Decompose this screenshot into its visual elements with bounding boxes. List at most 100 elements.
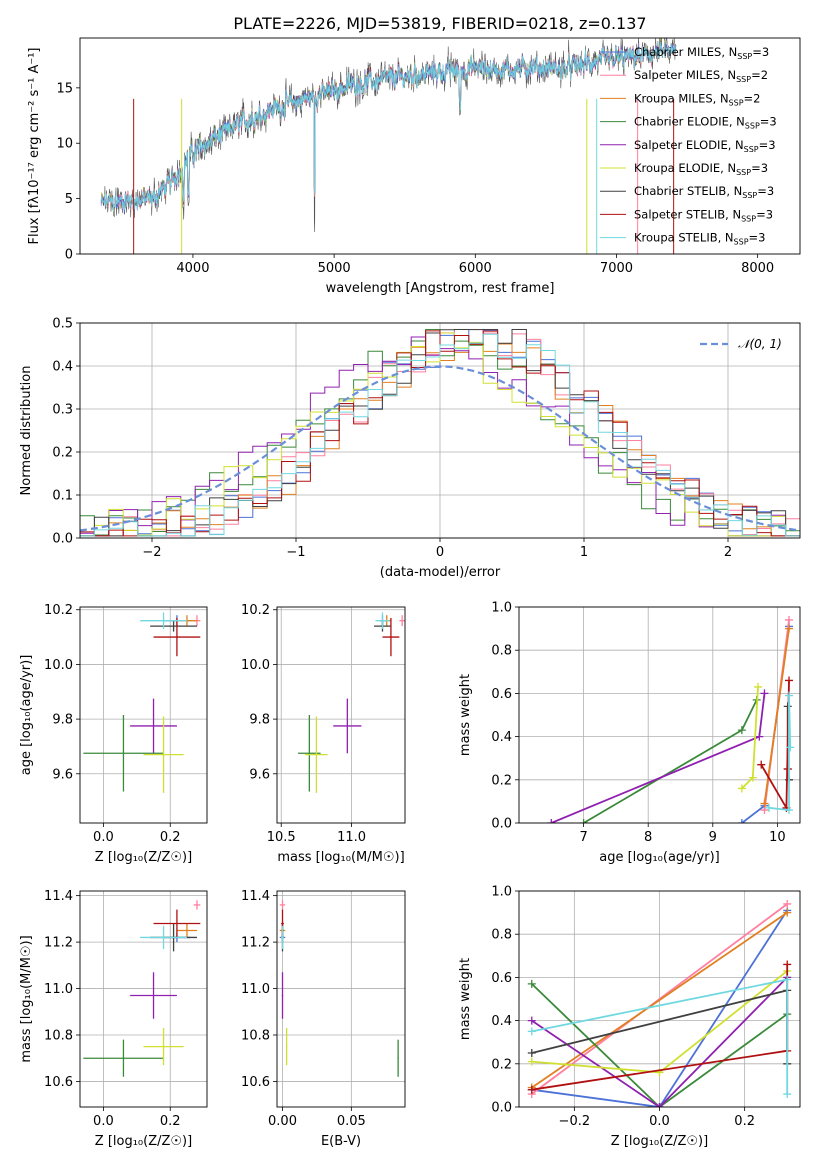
weight-line-krou_miles (763, 628, 790, 804)
x-tick-label: 9 (709, 830, 717, 845)
weight-marker-salp_elodie (527, 1016, 536, 1025)
y-tick-label: 10.2 (44, 603, 73, 618)
panel-massweight_vs_Z: −0.2 0.0 0.2 0.0 0.2 0.4 0.6 0.8 1.0 Z [log₁₀(Z/Z… (458, 885, 801, 1149)
y-tick-label: 11.4 (44, 889, 73, 904)
y-tick-label: 10.8 (44, 1029, 73, 1044)
x-axis-label: E(B-V) (321, 1134, 361, 1149)
weight-line-salp_stelib (760, 680, 790, 812)
x-tick-label: 0.00 (268, 1114, 297, 1129)
y-tick-label: 9.8 (52, 713, 73, 728)
weight-marker-chab_elodie (737, 726, 746, 735)
plot-area-residuals (80, 329, 800, 538)
axes-frame (518, 606, 801, 824)
axes-frame (79, 322, 801, 539)
y-tick-label: 10.0 (241, 658, 270, 673)
y-tick-label: 9.6 (52, 767, 73, 782)
y-tick-label: 11.2 (241, 936, 270, 951)
y-tick-label: 11.0 (241, 982, 270, 997)
x-tick-label: 0.2 (160, 830, 181, 845)
legend-label: Chabrier ELODIE, NSSP=3 (634, 115, 777, 131)
weight-marker-krou_stelib (785, 806, 794, 815)
x-tick-label: 2 (724, 545, 732, 560)
y-tick-label: 1.0 (491, 885, 512, 900)
x-axis-label: mass [log₁₀(M/M☉)] (277, 850, 404, 865)
y-tick-label: 10.2 (241, 603, 270, 618)
y-tick-label: 0.8 (491, 644, 512, 659)
panel-massweight_vs_age: 7 8 9 10 0.0 0.2 0.4 0.6 0.8 1.0 age [log₁₀(age/yr… (458, 601, 801, 865)
weight-marker-krou_miles (783, 908, 792, 917)
weight-line-salp_elodie (531, 976, 788, 1107)
x-tick-label: 7000 (600, 261, 633, 276)
normal-curve (80, 365, 800, 532)
weight-marker-krou_miles (785, 624, 794, 633)
y-tick-label: 15 (56, 81, 73, 96)
plot-area-massweight_vs_age (547, 615, 795, 823)
x-axis-label: wavelength [Angstrom, rest frame] (326, 281, 555, 296)
weight-marker-salp_stelib (783, 960, 792, 969)
x-tick-label: 8 (644, 830, 652, 845)
y-tick-label: 0.6 (491, 971, 512, 986)
panel-spectrum: 4000 5000 6000 7000 8000 0 5 10 15 wavelength [An… (27, 37, 801, 296)
x-tick-label: 7 (579, 830, 587, 845)
weight-marker-salp_elodie (755, 732, 764, 741)
weight-line-krou_stelib (768, 695, 792, 811)
legend-label: Kroupa STELIB, NSSP=3 (634, 231, 765, 247)
x-axis-label: Z [log₁₀(Z/Z☉)] (611, 1134, 708, 1149)
weight-marker-chab_stelib (527, 1049, 536, 1057)
plot-area-mass_vs_ebv (279, 900, 399, 1077)
panel-residuals: −2 −1 0 1 2 0.0 0.1 0.2 0.3 0.4 0.5 (data-model)/er… (19, 317, 801, 580)
weight-marker-krou_elodie (754, 682, 763, 691)
x-axis-label: (data-model)/error (380, 565, 501, 580)
y-tick-label: 9.6 (249, 767, 270, 782)
legend-label: Kroupa ELODIE, NSSP=3 (634, 161, 768, 177)
x-axis-label: Z [log₁₀(Z/Z☉)] (95, 1134, 192, 1149)
y-axis-label: Normed distribution (19, 366, 34, 496)
y-tick-label: 11.0 (44, 982, 73, 997)
x-tick-label: 0.0 (649, 1114, 670, 1129)
panel-age_vs_Z: 0.0 0.2 9.6 9.8 10.0 10.2 Z [log₁₀(Z/Z☉)] age [… (19, 603, 208, 865)
legend-label: Salpeter MILES, NSSP=2 (634, 68, 768, 84)
weight-marker-chab_elodie (527, 979, 536, 988)
y-tick-label: 0.0 (52, 532, 73, 547)
y-tick-label: 0.0 (491, 1101, 512, 1116)
y-axis-label: mass [log₁₀(M/M☉)] (19, 935, 34, 1062)
y-axis-label: mass weight (458, 958, 473, 1040)
x-tick-label: 5000 (318, 261, 351, 276)
legend-normal-label: 𝒩(0, 1) (738, 337, 782, 351)
y-tick-label: 1.0 (491, 601, 512, 616)
x-tick-label: 10 (769, 830, 786, 845)
x-tick-label: 0.2 (160, 1114, 181, 1129)
weight-marker-salp_elodie (547, 819, 556, 823)
weight-marker-salp_stelib (785, 676, 794, 685)
x-tick-label: −1 (286, 545, 305, 560)
panel-mass_vs_Z: 0.0 0.2 10.6 10.8 11.0 11.2 11.4 Z [log₁₀(Z/Z☉)… (19, 889, 208, 1149)
figure-title: PLATE=2226, MJD=53819, FIBERID=0218, z=0… (233, 14, 646, 33)
weight-marker-krou_elodie (748, 773, 757, 782)
histogram-krou_stelib (80, 333, 800, 538)
y-axis-label: mass weight (458, 674, 473, 756)
y-tick-label: 0.8 (491, 928, 512, 943)
x-tick-label: 0.05 (337, 1114, 366, 1129)
weight-line-chab_elodie (583, 699, 758, 823)
y-tick-label: 0.2 (52, 446, 73, 461)
weight-marker-salp_stelib (757, 760, 766, 769)
legend-label: Chabrier MILES, NSSP=3 (634, 45, 769, 61)
y-tick-label: 0.2 (491, 1057, 512, 1072)
legend-label: Salpeter STELIB, NSSP=3 (634, 207, 773, 223)
y-tick-label: 10.6 (241, 1075, 270, 1090)
y-tick-label: 10.0 (44, 658, 73, 673)
weight-marker-krou_elodie (527, 1057, 536, 1066)
plot-area-mass_vs_Z (83, 900, 201, 1077)
axes-frame (79, 606, 208, 824)
y-tick-label: 0.2 (491, 773, 512, 788)
y-tick-label: 0.3 (52, 403, 73, 418)
legend-label: Kroupa MILES, NSSP=2 (634, 91, 760, 107)
y-axis-label: Flux [fλ10⁻¹⁷ erg cm⁻² s⁻¹ A⁻¹] (27, 48, 42, 245)
axes-frame (276, 890, 406, 1108)
weight-marker-krou_stelib (783, 1090, 792, 1099)
y-tick-label: 0.6 (491, 687, 512, 702)
weight-marker-salp_elodie (655, 1103, 664, 1107)
y-tick-label: 0.0 (491, 817, 512, 832)
weight-marker-salp_stelib (527, 1085, 536, 1094)
